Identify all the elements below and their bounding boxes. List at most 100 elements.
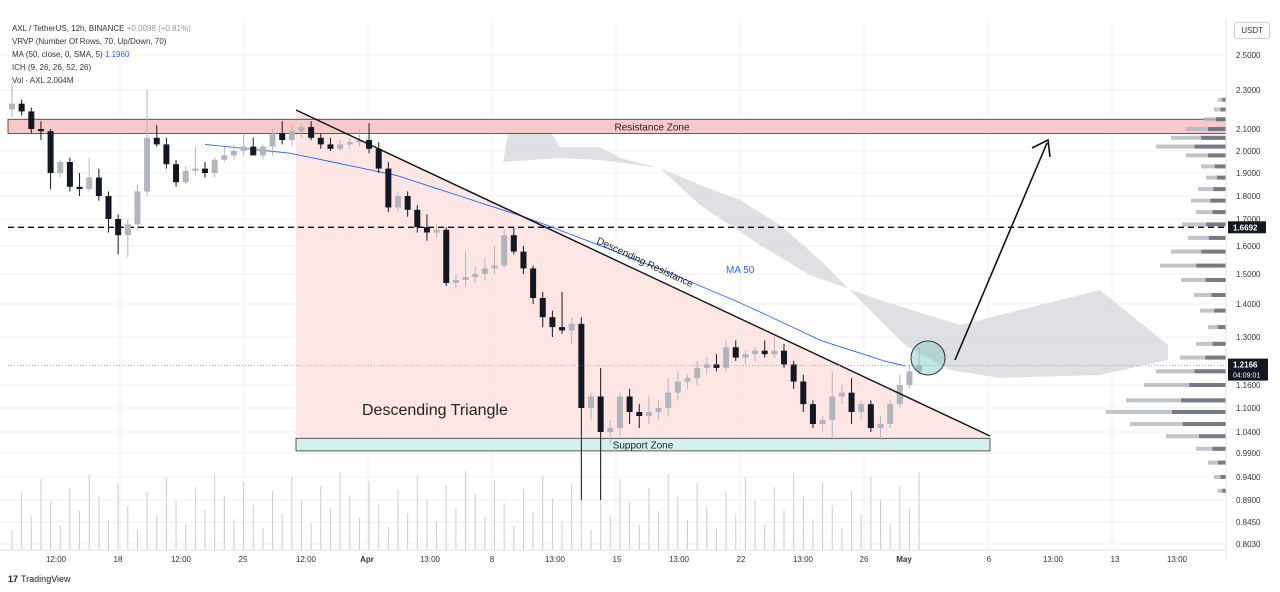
- candle-body: [616, 396, 623, 428]
- candle-body: [9, 103, 15, 110]
- volume-profile-bar: [1206, 222, 1226, 227]
- legend-volume[interactable]: Vol · AXL 2.004M: [12, 76, 74, 85]
- volume-profile-bar: [1217, 175, 1226, 180]
- volume-profile-bar: [1206, 175, 1226, 180]
- candle-body: [230, 151, 237, 156]
- currency-selector[interactable]: USDT: [1234, 22, 1270, 39]
- candle-body: [423, 227, 430, 233]
- volume-profile-bar: [1182, 422, 1226, 426]
- candle-body: [250, 146, 257, 156]
- candle-body: [105, 196, 112, 219]
- candle-body: [626, 396, 633, 412]
- support-zone-label: Support Zone: [613, 441, 674, 452]
- ma-label: MA (50, close, 0, SMA, 5): [12, 50, 103, 59]
- candle-body: [848, 392, 855, 412]
- candle-body: [18, 103, 25, 112]
- candle-body: [452, 280, 459, 283]
- candle-body: [607, 428, 614, 432]
- candle-body: [115, 219, 122, 236]
- candle-body: [916, 365, 923, 372]
- price-axis-tick: 1.6000: [1236, 242, 1261, 251]
- volume-profile-bar: [1171, 135, 1226, 140]
- volume-profile-bar: [1212, 341, 1226, 346]
- candle-body: [742, 354, 749, 358]
- time-axis-tick: 15: [613, 555, 622, 564]
- ichimoku-cloud: [503, 123, 1168, 378]
- candle-body: [356, 140, 363, 143]
- candle-body: [713, 364, 720, 368]
- candle-body: [337, 144, 344, 149]
- time-axis-tick: 6: [987, 555, 992, 564]
- time-axis-tick: 13:00: [793, 555, 814, 564]
- volume-profile-bar: [1199, 434, 1226, 439]
- candle-body: [443, 229, 450, 283]
- candle-body: [375, 148, 382, 169]
- candle-body: [867, 404, 874, 428]
- candle-body: [645, 412, 652, 416]
- volume-profile-bar: [1130, 422, 1226, 426]
- volume-profile-bar: [1194, 144, 1226, 149]
- candle-body: [144, 137, 151, 192]
- time-axis-tick: 13:00: [420, 555, 441, 564]
- volume-profile-bar: [1171, 249, 1226, 254]
- candle-body: [838, 392, 845, 397]
- candle-body: [674, 381, 681, 393]
- price-axis-tick: 0.9400: [1236, 473, 1261, 482]
- time-axis-tick: Apr: [360, 555, 374, 564]
- volume-profile-bar: [1186, 127, 1226, 131]
- volume-profile-bar: [1222, 97, 1226, 102]
- volume-profile-bar: [1180, 355, 1226, 360]
- volume-profile-bar: [1196, 341, 1226, 346]
- candle-body: [308, 127, 315, 138]
- time-axis-tick: 13:00: [545, 555, 566, 564]
- candle-body: [520, 251, 527, 269]
- volume-profile-bar: [1144, 383, 1226, 387]
- volume-profile-bar: [1156, 369, 1226, 374]
- tradingview-logo[interactable]: 17 TradingView: [8, 574, 71, 584]
- candle-body: [404, 196, 411, 210]
- volume-profile-bar: [1172, 410, 1226, 414]
- price-axis-tick: 2.3000: [1236, 86, 1261, 95]
- candle-body: [95, 177, 102, 196]
- candle-body: [761, 350, 768, 355]
- candle-body: [829, 396, 836, 420]
- volume-profile-bar: [1196, 446, 1226, 451]
- volume-profile-bar: [1186, 153, 1226, 158]
- volume-profile-bar: [1201, 164, 1226, 169]
- volume-profile-bar: [1201, 249, 1226, 254]
- candle-body: [896, 385, 903, 405]
- volume-profile-bar: [1126, 398, 1226, 403]
- candle-body: [732, 347, 739, 358]
- candle-body: [173, 164, 180, 183]
- price-axis-tick: 1.7000: [1236, 215, 1261, 224]
- legend-ichimoku[interactable]: ICH (9, 26, 26, 52, 26): [12, 63, 92, 72]
- candle-body: [887, 404, 894, 424]
- price-axis-tick: 1.8000: [1236, 192, 1261, 201]
- candle-body: [809, 404, 816, 424]
- candle-body: [568, 323, 575, 331]
- volume-profile-bar: [1160, 263, 1226, 268]
- support-zone: [295, 437, 991, 452]
- price-axis-tick: 0.8900: [1236, 496, 1261, 505]
- candle-body: [703, 364, 710, 368]
- legend-symbol[interactable]: AXL / TetherUS, 12h, BINANCE +0.0098 (+0…: [12, 22, 191, 35]
- legend-vrvp[interactable]: VRVP (Number Of Rows, 70, Up/Down, 70): [12, 37, 167, 46]
- candle-body: [385, 168, 392, 208]
- time-axis-tick: 25: [239, 555, 248, 564]
- candle-body: [655, 408, 662, 412]
- candle-body: [395, 196, 401, 208]
- volume-profile-bar: [1188, 235, 1226, 240]
- candle-body: [57, 162, 64, 173]
- candle-body: [124, 224, 131, 236]
- resistance-zone-label: Resistance Zone: [614, 122, 689, 133]
- legend-ma[interactable]: MA (50, close, 0, SMA, 5) 1.1960: [12, 48, 191, 61]
- time-axis-tick: 13: [1111, 555, 1120, 564]
- candle-body: [134, 191, 141, 225]
- price-axis-tick: 1.1000: [1236, 404, 1261, 413]
- candle-body: [501, 235, 508, 266]
- volume-profile-bar: [1194, 369, 1226, 374]
- candle-body: [491, 265, 498, 269]
- ma50-label: MA 50: [726, 265, 755, 276]
- candle-body: [86, 177, 93, 190]
